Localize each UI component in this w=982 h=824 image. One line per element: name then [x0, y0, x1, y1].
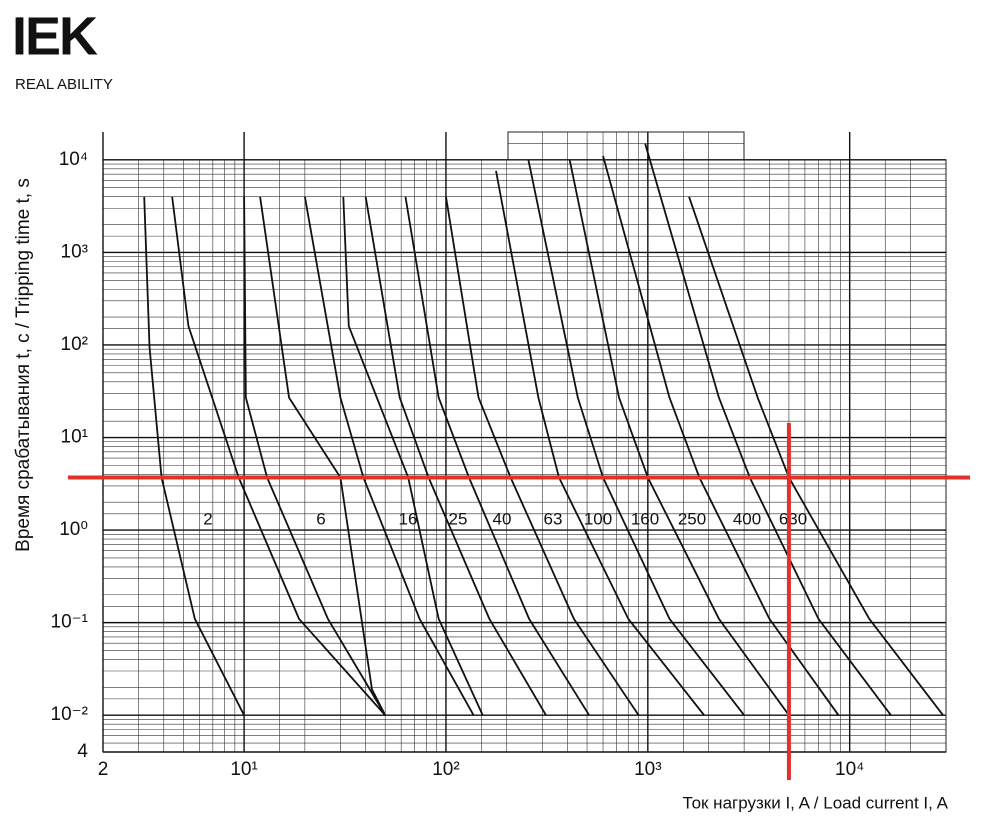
x-tick-label: 10³ — [634, 759, 661, 780]
mask — [0, 130, 508, 160]
y-tick-label: 10¹ — [61, 427, 88, 448]
x-tick-label: 10⁴ — [835, 759, 864, 780]
y-tick-label: 10² — [61, 334, 88, 355]
y-tick-label: 10⁰ — [59, 519, 88, 540]
curve-label: 160 — [631, 509, 659, 528]
curve — [143, 196, 245, 716]
x-axis-title: Ток нагрузки I, A / Load current I, A — [683, 793, 949, 812]
curve — [259, 196, 386, 716]
curve-label: 630 — [779, 509, 807, 528]
curve-label: 6 — [316, 509, 325, 528]
curve-label: 63 — [544, 509, 563, 528]
mask — [744, 130, 982, 160]
tagline: REAL ABILITY — [15, 76, 113, 93]
curve-label: 25 — [449, 509, 468, 528]
curve-label: 40 — [493, 509, 512, 528]
curve-label: 250 — [678, 509, 706, 528]
x-tick-label: 10¹ — [230, 759, 257, 780]
y-tick-label: 10⁻² — [51, 704, 89, 725]
y-tick-label: 10⁴ — [59, 149, 88, 170]
curve-label: 2 — [203, 509, 212, 528]
curve — [303, 196, 475, 716]
y-axis-title: Время срабатывания t, c / Tripping time … — [13, 178, 34, 552]
y-tick-label: 4 — [77, 741, 88, 762]
curve-label: 100 — [584, 509, 612, 528]
y-tick-label: 10⁻¹ — [51, 612, 89, 633]
curve — [364, 196, 547, 716]
curve-label: 400 — [733, 509, 761, 528]
x-tick-label: 2 — [98, 759, 109, 780]
logo: IEK — [12, 6, 98, 66]
x-tick-label: 10² — [432, 759, 459, 780]
curve — [404, 196, 590, 716]
curve-label: 16 — [399, 509, 418, 528]
curve — [688, 196, 944, 716]
y-tick-label: 10³ — [61, 241, 88, 262]
